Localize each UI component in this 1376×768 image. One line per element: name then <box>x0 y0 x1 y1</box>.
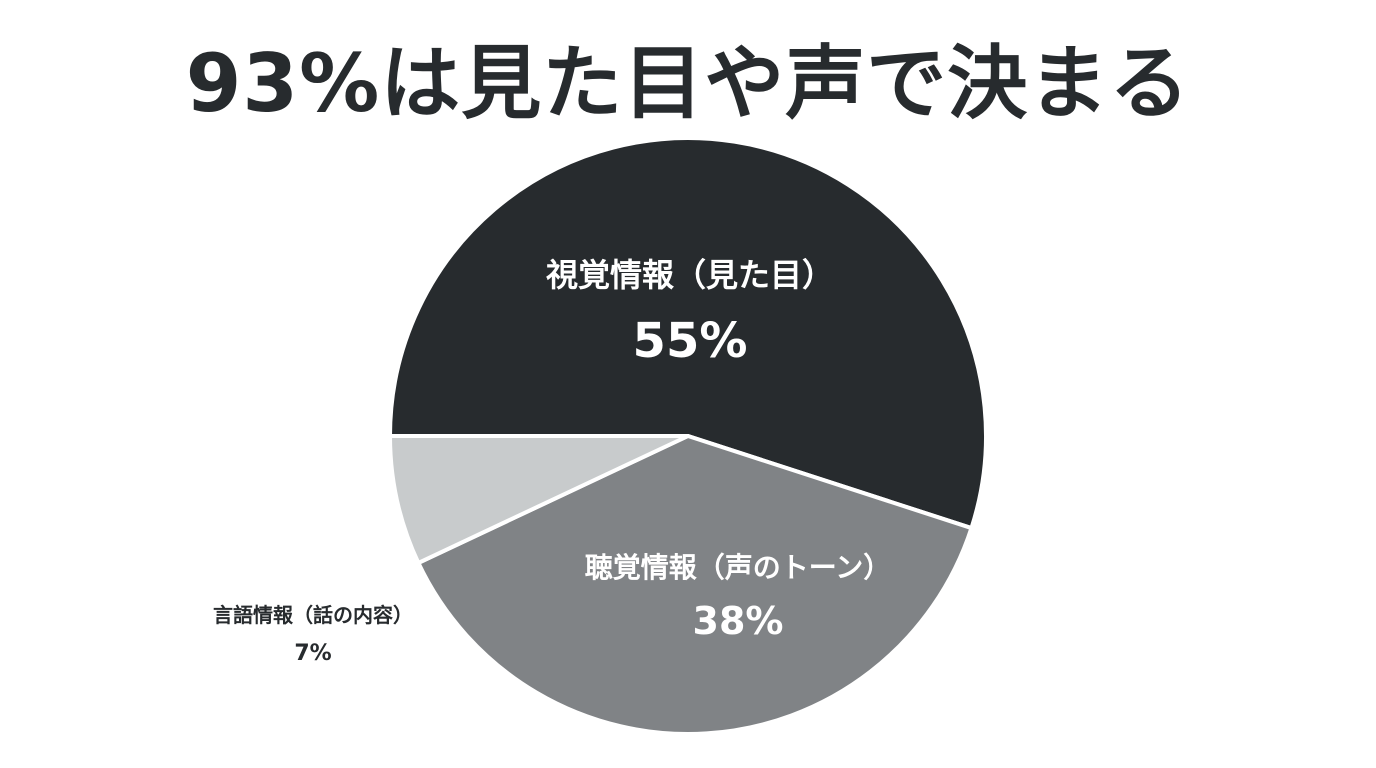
pie-slices <box>388 136 988 736</box>
pie-slice-2 <box>388 434 690 565</box>
pie-slice-0 <box>388 136 988 531</box>
slice-label-0: 視覚情報（見た目） <box>546 256 834 294</box>
slice-value-0: 55% <box>633 313 748 369</box>
chart-title: 93%は見た目や声で決まる <box>185 37 1191 130</box>
pie-slice-1 <box>416 434 974 736</box>
pie-labels: 視覚情報（見た目） 55% 聴覚情報（声のトーン） 38% 言語情報（話の内容） 7% <box>213 256 891 666</box>
slice-label-2: 言語情報（話の内容） <box>213 603 413 627</box>
slice-value-2: 7% <box>294 641 331 666</box>
slice-value-1: 38% <box>693 599 784 643</box>
slice-label-1: 聴覚情報（声のトーン） <box>585 551 892 584</box>
